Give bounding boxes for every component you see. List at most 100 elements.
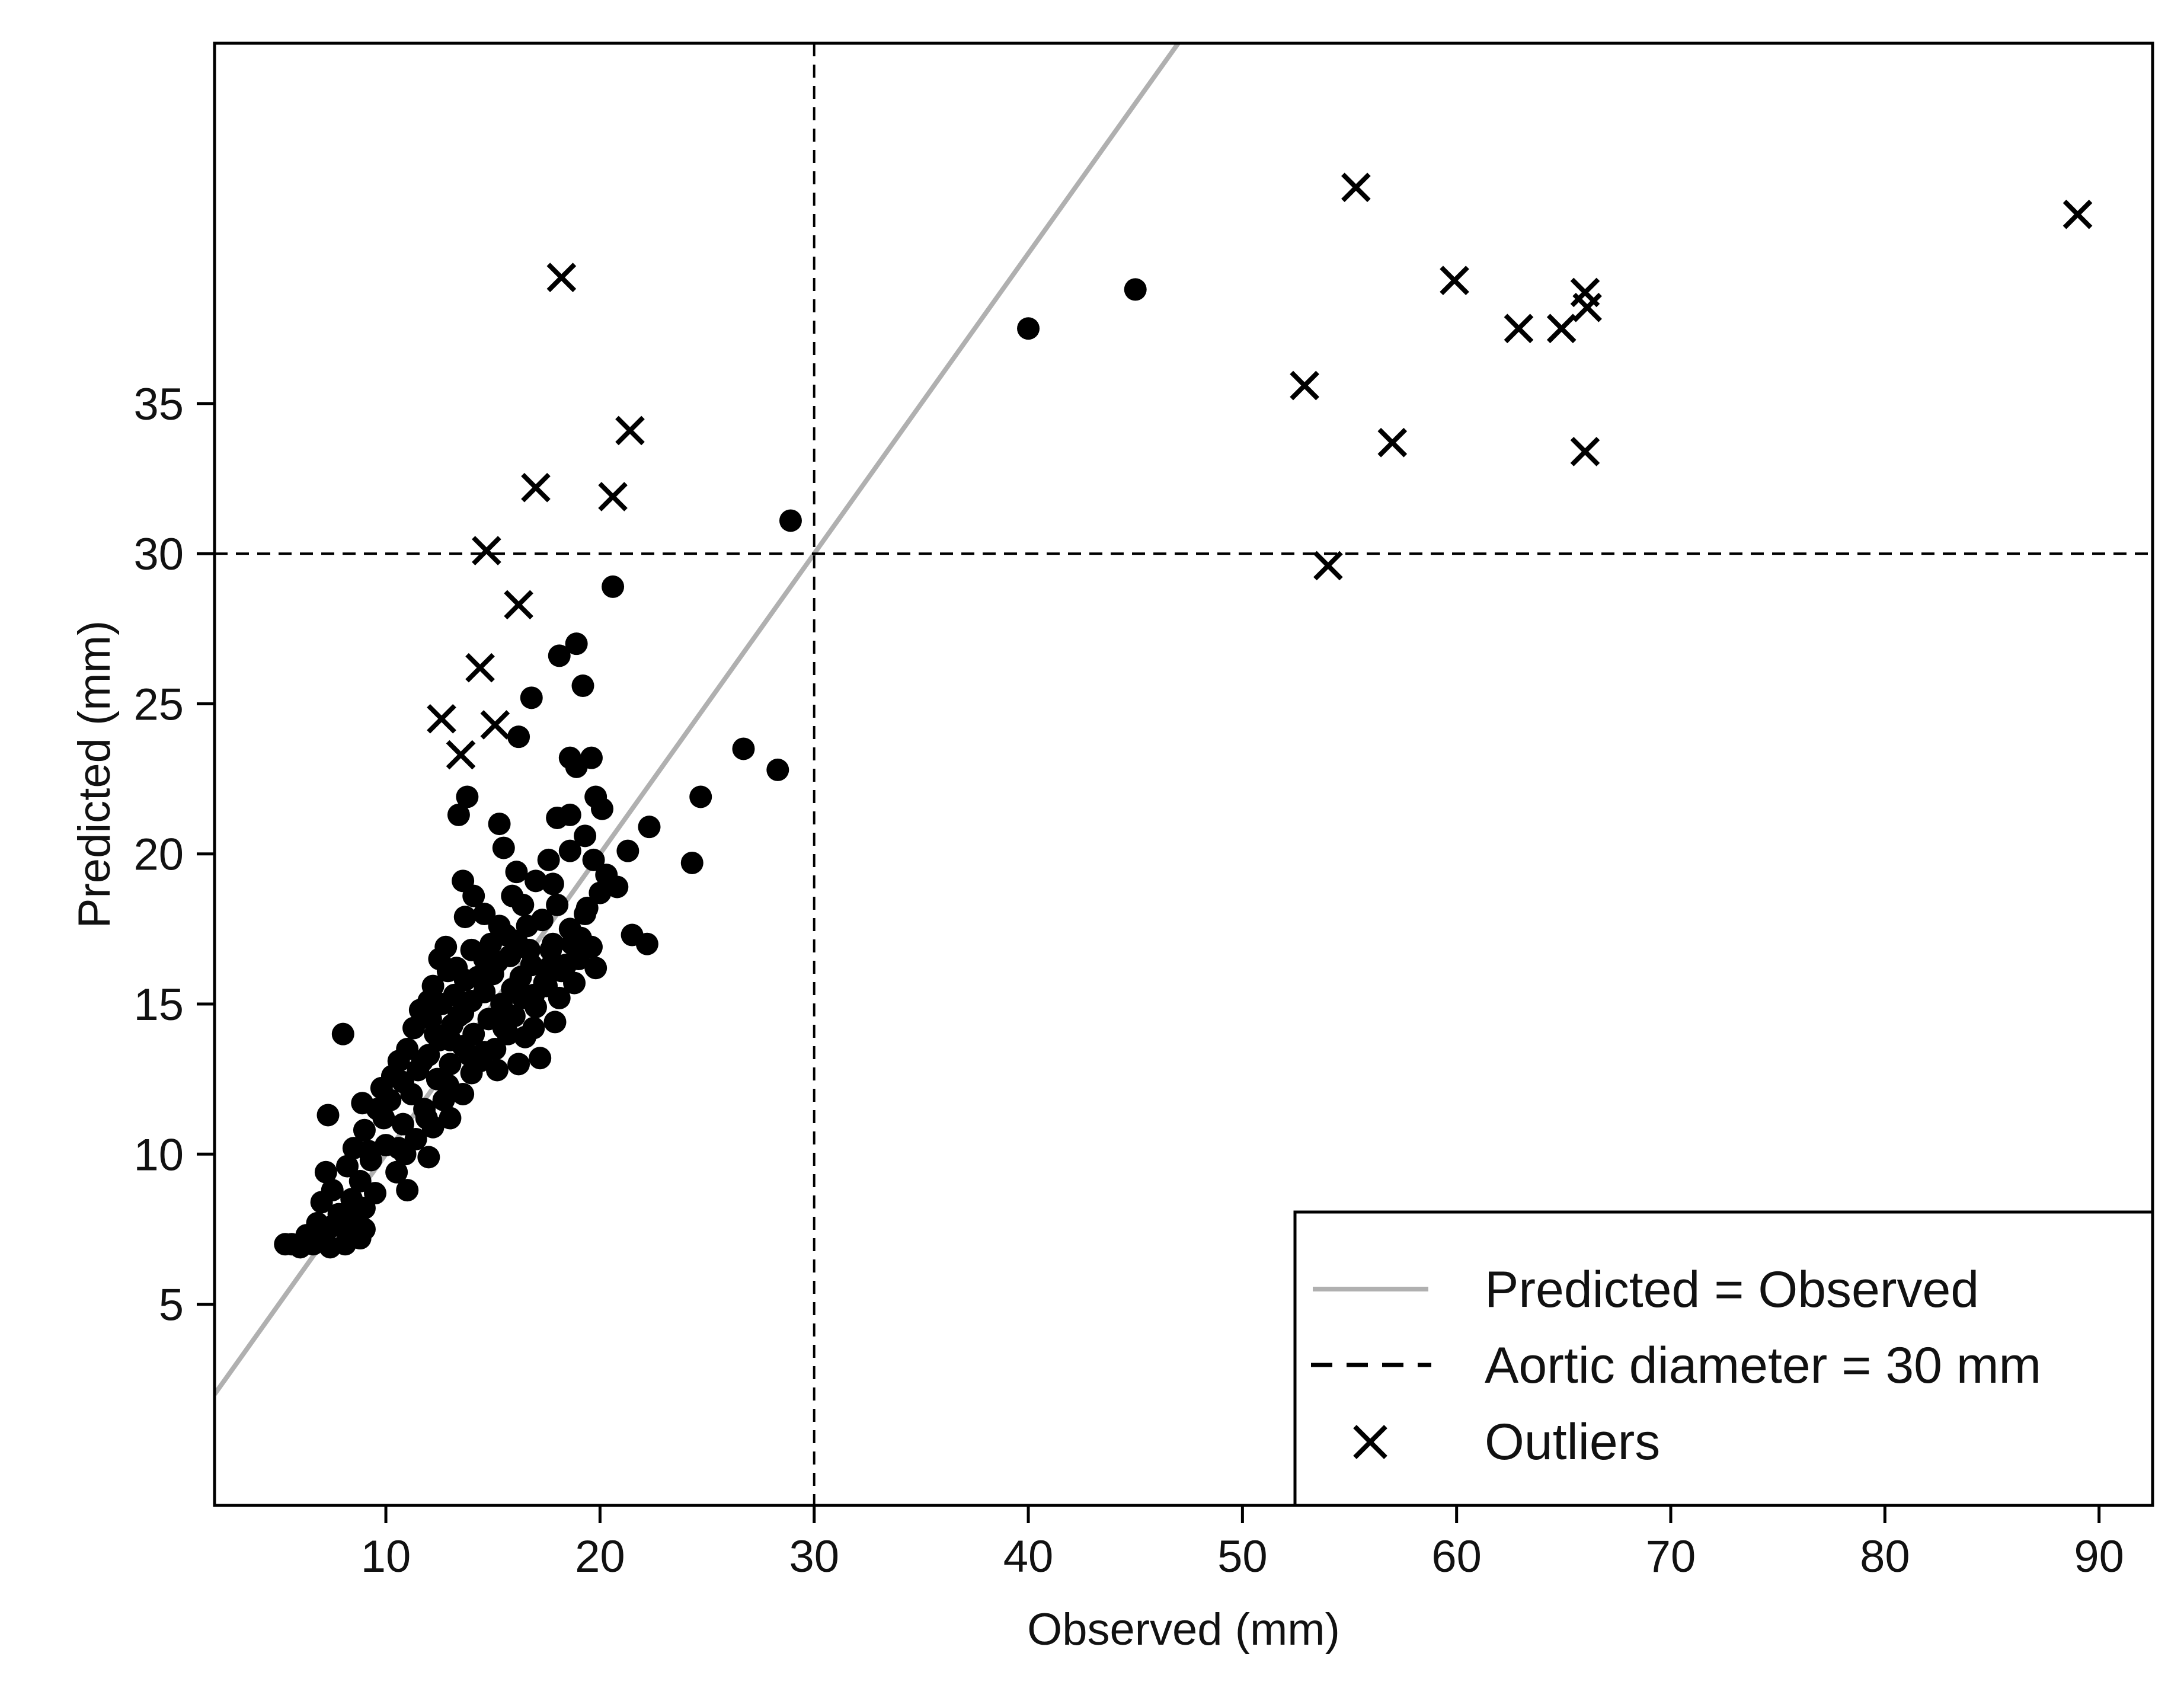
outlier-stroke <box>546 263 577 292</box>
observation-point <box>548 644 571 667</box>
observation-point <box>439 1107 462 1130</box>
observation-point <box>488 813 511 836</box>
x-tick-label: 20 <box>575 1531 625 1582</box>
observation-point <box>571 674 594 698</box>
observation-point <box>372 1107 395 1130</box>
observation-point <box>460 1061 483 1085</box>
x-tick-label: 60 <box>1431 1531 1482 1582</box>
axes-layer: 10 20 30 40 50 60 70 80 90 5 10 15 20 25 30 35 <box>133 379 2124 1582</box>
observation-point <box>458 1044 481 1067</box>
observation-point <box>445 957 468 980</box>
observation-point <box>511 893 535 916</box>
observation-point <box>543 1011 567 1034</box>
observation-point <box>616 839 639 862</box>
observation-point <box>387 1137 410 1160</box>
outlier-stroke <box>1546 314 1577 344</box>
observation-point <box>529 1047 552 1070</box>
observation-point <box>554 954 577 977</box>
observation-point <box>289 1236 312 1259</box>
observation-point <box>357 1140 380 1163</box>
observation-point <box>505 861 528 884</box>
outlier-stroke <box>446 740 476 770</box>
outlier-stroke <box>1290 370 1319 401</box>
outlier-stroke <box>1313 551 1343 581</box>
outlier-point <box>1440 266 1469 296</box>
observation-point <box>507 725 530 749</box>
observation-point <box>537 957 560 980</box>
x-tick-label: 80 <box>1860 1531 1910 1582</box>
outlier-point <box>546 263 577 292</box>
observation-point <box>417 1146 440 1169</box>
observation-point <box>606 875 629 899</box>
observation-point <box>316 1104 340 1127</box>
outlier-stroke <box>1353 1425 1387 1459</box>
observation-point <box>602 575 625 598</box>
observation-point <box>732 737 755 760</box>
outlier-point <box>480 710 510 740</box>
outlier-point <box>598 482 628 511</box>
outlier-point <box>465 653 495 683</box>
observation-point <box>1124 278 1147 301</box>
legend-box <box>1293 1210 2154 1507</box>
outlier-stroke <box>1570 437 1600 466</box>
outlier-stroke <box>1572 292 1602 322</box>
observation-point <box>473 903 496 926</box>
outlier-stroke <box>1440 266 1469 296</box>
outlier-point <box>446 740 476 770</box>
y-tick-label: 30 <box>133 529 184 580</box>
observation-point <box>492 1002 515 1025</box>
observation-point <box>314 1160 337 1184</box>
y-tick-label: 35 <box>133 379 184 430</box>
legend-label-outliers: Outliers <box>1485 1414 1660 1470</box>
x-tick-label: 10 <box>361 1531 411 1582</box>
observation-point <box>447 803 470 826</box>
outlier-stroke <box>1504 314 1534 344</box>
observation-point <box>575 896 599 919</box>
observation-point <box>584 957 607 980</box>
outlier-stroke <box>504 590 533 620</box>
y-tick-label: 25 <box>133 679 184 730</box>
observation-point <box>638 816 661 839</box>
observation-point <box>507 1053 530 1076</box>
x-tick-label: 70 <box>1646 1531 1696 1582</box>
y-axis-label: Predicted (mm) <box>69 621 120 928</box>
outlier-point <box>427 704 456 734</box>
observation-point <box>385 1160 408 1184</box>
legend-swatch-outlier-icon <box>1353 1425 1387 1459</box>
legend-label-threshold: Aortic diameter = 30 mm <box>1485 1337 2041 1394</box>
observation-point <box>334 1233 357 1256</box>
observation-point <box>766 758 789 781</box>
observation-point <box>546 893 569 916</box>
observation-point <box>396 1179 419 1202</box>
observation-point <box>563 971 586 995</box>
observation-point <box>582 848 605 871</box>
outlier-stroke <box>472 536 501 565</box>
observation-point <box>558 839 581 862</box>
outlier-point <box>504 590 533 620</box>
outlier-point <box>1341 172 1371 202</box>
plot-frame <box>213 41 2154 1507</box>
y-tick-label: 15 <box>133 980 184 1030</box>
observation-point <box>511 986 535 1009</box>
outlier-stroke <box>1341 172 1371 202</box>
observation-point <box>353 1118 376 1142</box>
observation-point <box>541 872 564 896</box>
observation-point <box>436 1073 459 1096</box>
observation-point <box>336 1155 359 1178</box>
outlier-point <box>521 472 551 503</box>
observation-point <box>574 824 597 848</box>
observation-point <box>522 1016 545 1040</box>
observation-point <box>417 989 440 1012</box>
outlier-point <box>1290 370 1319 401</box>
observation-point <box>492 836 515 859</box>
observation-point <box>494 923 517 947</box>
observation-point <box>447 1005 470 1028</box>
outlier-point <box>1572 292 1602 322</box>
outlier-stroke <box>521 472 551 503</box>
observation-point <box>558 803 581 826</box>
outlier-point <box>1504 314 1534 344</box>
observation-point <box>485 951 509 974</box>
outlier-point <box>472 536 501 565</box>
y-tick-label: 20 <box>133 830 184 880</box>
observation-point <box>424 1022 447 1045</box>
